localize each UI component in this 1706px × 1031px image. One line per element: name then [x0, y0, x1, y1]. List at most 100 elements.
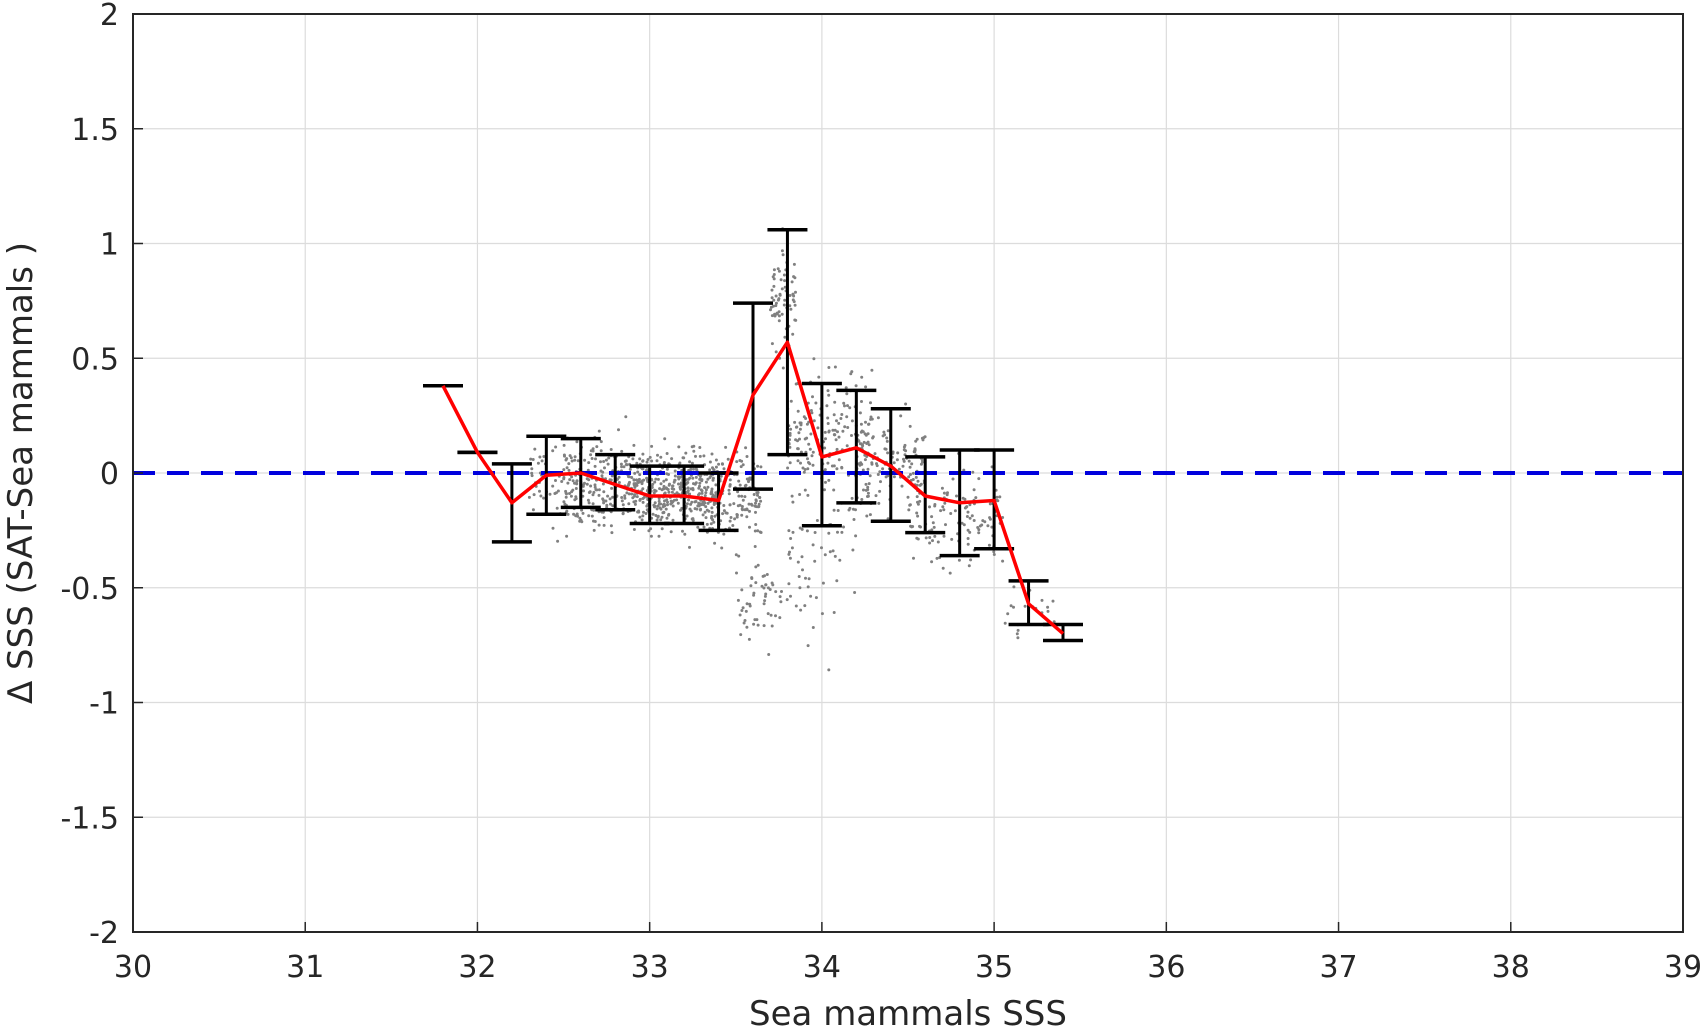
scatter-point — [641, 514, 645, 518]
scatter-point — [806, 467, 810, 471]
scatter-point — [992, 550, 996, 554]
scatter-point — [864, 420, 867, 424]
scatter-point — [974, 496, 978, 500]
scatter-point — [915, 511, 919, 515]
scatter-point — [857, 439, 861, 443]
scatter-point — [565, 466, 569, 470]
scatter-point — [965, 515, 969, 518]
scatter-point — [799, 450, 803, 454]
scatter-point — [911, 471, 915, 475]
scatter-point — [575, 479, 579, 483]
scatter-point — [803, 604, 807, 608]
scatter-point — [740, 494, 744, 498]
scatter-point — [738, 459, 742, 462]
scatter-point — [633, 502, 637, 506]
scatter-point — [670, 457, 674, 461]
scatter-point — [628, 467, 632, 471]
scatter-point — [745, 515, 749, 519]
scatter-point — [896, 451, 900, 455]
scatter-point — [827, 531, 831, 535]
scatter-point — [788, 433, 792, 437]
scatter-point — [875, 464, 879, 468]
scatter-point — [728, 503, 732, 507]
scatter-point — [551, 484, 555, 488]
scatter-point — [957, 558, 961, 562]
y-tick-label: 0.5 — [71, 342, 119, 377]
scatter-point — [572, 512, 576, 516]
scatter-point — [943, 501, 947, 505]
scatter-point — [720, 546, 724, 550]
scatter-point — [803, 468, 807, 471]
scatter-point — [548, 492, 552, 496]
scatter-point — [832, 413, 836, 417]
scatter-point — [700, 491, 704, 495]
scatter-point — [1009, 604, 1013, 608]
scatter-point — [747, 502, 751, 506]
scatter-point — [966, 537, 970, 540]
scatter-point — [801, 466, 805, 470]
scatter-point — [530, 467, 534, 471]
scatter-point — [992, 553, 996, 556]
scatter-point — [686, 477, 690, 481]
scatter-point — [536, 461, 540, 465]
scatter-point — [655, 507, 659, 511]
scatter-point — [601, 498, 605, 502]
scatter-point — [592, 490, 596, 494]
scatter-point — [657, 499, 661, 503]
scatter-point — [832, 508, 836, 512]
scatter-point — [870, 368, 874, 372]
scatter-point — [859, 422, 863, 426]
scatter-point — [722, 504, 726, 507]
scatter-point — [739, 633, 743, 637]
x-tick-label: 32 — [458, 950, 496, 985]
scatter-point — [811, 395, 814, 399]
scatter-point — [798, 586, 802, 590]
scatter-point — [827, 478, 831, 482]
scatter-point — [1012, 585, 1016, 589]
scatter-point — [698, 481, 702, 485]
scatter-point — [703, 510, 707, 514]
scatter-point — [710, 506, 714, 510]
scatter-point — [741, 463, 745, 467]
scatter-point — [827, 366, 831, 369]
scatter-point — [886, 429, 890, 433]
scatter-point — [796, 447, 800, 451]
scatter-point — [755, 491, 759, 495]
scatter-point — [747, 480, 750, 484]
scatter-point — [721, 512, 725, 516]
scatter-point — [866, 467, 870, 471]
scatter-point — [920, 458, 924, 462]
scatter-point — [531, 508, 535, 512]
scatter-point — [695, 468, 699, 472]
scatter-point — [904, 402, 908, 406]
scatter-point — [793, 318, 797, 322]
scatter-point — [866, 485, 870, 489]
scatter-point — [787, 529, 791, 533]
scatter-point — [1015, 632, 1019, 636]
x-tick-label: 33 — [631, 950, 669, 985]
scatter-point — [777, 297, 781, 301]
grid — [133, 14, 1683, 932]
scatter-point — [666, 503, 669, 507]
scatter-point — [745, 602, 749, 606]
scatter-point — [754, 523, 758, 526]
scatter-point — [811, 626, 815, 629]
scatter-point — [895, 458, 899, 462]
scatter-point — [602, 523, 606, 527]
scatter-point — [967, 564, 971, 568]
scatter-point — [641, 452, 645, 456]
scatter-point — [798, 437, 801, 441]
scatter-point — [578, 519, 582, 523]
scatter-point — [600, 474, 604, 478]
scatter-point — [743, 484, 747, 488]
scatter-point — [707, 509, 711, 513]
scatter-point — [798, 427, 802, 431]
scatter-point — [748, 525, 751, 529]
scatter-point — [571, 479, 575, 483]
scatter-point — [638, 457, 642, 461]
scatter-point — [540, 459, 544, 463]
scatter-point — [860, 429, 864, 433]
scatter-point — [586, 498, 590, 502]
scatter-point — [774, 304, 778, 308]
x-tick-label: 36 — [1147, 950, 1185, 985]
